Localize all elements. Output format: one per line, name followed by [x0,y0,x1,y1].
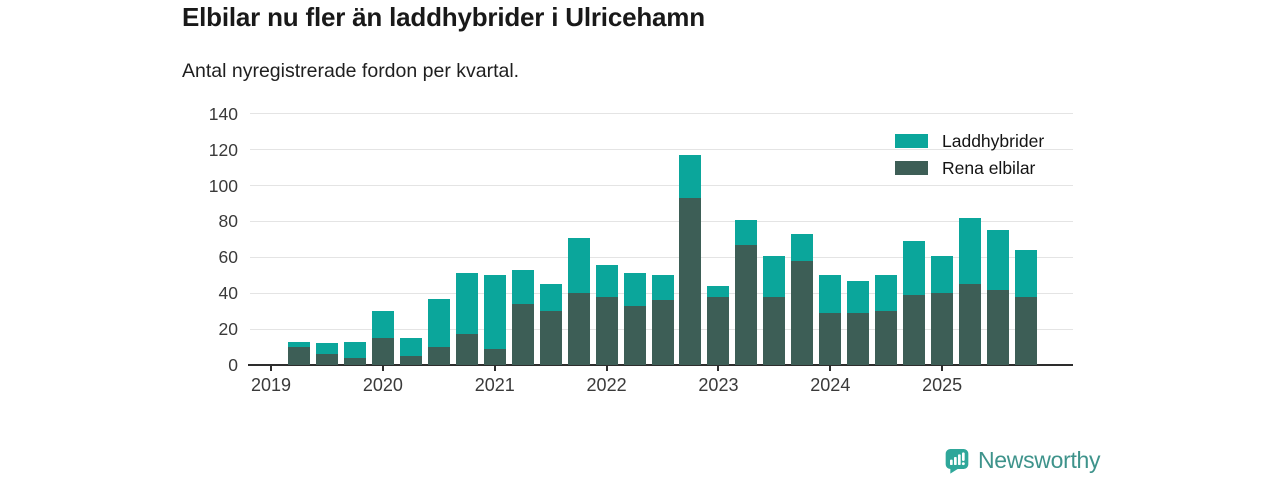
bar-2023-q2-rena-elbilar[interactable] [735,244,758,365]
legend-item-laddhybrider: Laddhybrider [895,132,1044,150]
x-axis-line [248,364,1073,366]
bar-2020-q4-rena-elbilar[interactable] [455,334,478,365]
newsworthy-logo-icon [945,448,969,474]
bar-2024-q2-rena-elbilar[interactable] [847,312,870,365]
bar-2025-q1-rena-elbilar[interactable] [931,293,954,365]
bar-2025-q4-rena-elbilar[interactable] [1015,296,1038,365]
bar-2021-q3-laddhybrider[interactable] [539,284,562,312]
bar-2024-q3-laddhybrider[interactable] [875,275,898,312]
bar-2021-q2-rena-elbilar[interactable] [511,303,534,365]
bar-2023-q3-laddhybrider[interactable] [763,255,786,297]
bar-2020-q2-rena-elbilar[interactable] [399,356,422,365]
bar-2025-q1-laddhybrider[interactable] [931,255,954,294]
bar-2021-q2-laddhybrider[interactable] [511,269,534,304]
bar-2025-q3-rena-elbilar[interactable] [987,289,1010,365]
bar-2020-q1-rena-elbilar[interactable] [371,338,394,365]
bar-2023-q3-rena-elbilar[interactable] [763,296,786,365]
bar-2025-q2-laddhybrider[interactable] [959,217,982,285]
x-axis-label-2021: 2021 [474,375,515,395]
legend-label-laddhybrider: Laddhybrider [942,131,1045,151]
legend-label-rena-elbilar: Rena elbilar [942,158,1036,178]
bar-2022-q4-rena-elbilar[interactable] [679,198,702,365]
bar-2024-q4-rena-elbilar[interactable] [903,295,926,365]
x-axis-tick-2022 [605,365,608,371]
newsworthy-brand-text: Newsworthy [978,447,1101,473]
bar-2024-q1-rena-elbilar[interactable] [819,312,842,365]
y-axis-label-20: 20 [218,319,238,340]
x-axis-tick-2019 [270,365,272,371]
bar-2021-q1-laddhybrider[interactable] [483,275,506,349]
y-axis-label-40: 40 [218,283,238,304]
gridline-140 [250,113,1073,115]
x-axis-tick-2023 [717,365,720,371]
bar-2021-q4-laddhybrider[interactable] [567,237,590,294]
bar-2019-q4-laddhybrider[interactable] [343,341,366,358]
legend-swatch-laddhybrider [895,134,928,148]
bar-2019-q3-rena-elbilar[interactable] [315,354,338,365]
y-axis-label-140: 140 [208,103,238,124]
bar-2019-q2-rena-elbilar[interactable] [287,347,310,365]
y-axis-label-120: 120 [208,139,238,160]
bar-2022-q1-rena-elbilar[interactable] [595,296,618,365]
bar-2020-q1-laddhybrider[interactable] [371,311,394,339]
bar-2023-q1-rena-elbilar[interactable] [707,296,730,365]
bar-2020-q2-laddhybrider[interactable] [399,338,422,357]
y-axis-label-100: 100 [208,175,238,196]
x-axis-tick-2024 [829,365,832,371]
legend: Laddhybrider Rena elbilar [895,132,1044,186]
bar-2021-q4-rena-elbilar[interactable] [567,293,590,365]
bar-2024-q1-laddhybrider[interactable] [819,275,842,313]
bar-2022-q4-laddhybrider[interactable] [679,155,702,199]
bar-2019-q3-laddhybrider[interactable] [315,343,338,355]
bar-2019-q2-laddhybrider[interactable] [287,341,310,348]
gridline-60 [250,256,1073,258]
y-axis-label-0: 0 [228,355,238,375]
bar-2021-q3-rena-elbilar[interactable] [539,311,562,365]
bar-2022-q1-laddhybrider[interactable] [595,264,618,297]
bar-2023-q4-laddhybrider[interactable] [791,233,814,261]
bar-2023-q4-rena-elbilar[interactable] [791,260,814,365]
bar-2025-q4-laddhybrider[interactable] [1015,250,1038,297]
x-axis-tick-2020 [381,365,384,371]
bar-2025-q2-rena-elbilar[interactable] [959,284,982,365]
bar-2021-q1-rena-elbilar[interactable] [483,348,506,365]
legend-item-rena-elbilar: Rena elbilar [895,159,1044,177]
bar-2022-q3-laddhybrider[interactable] [651,275,674,301]
x-axis-tick-2021 [493,365,496,371]
bar-2024-q4-laddhybrider[interactable] [903,241,926,295]
x-axis-label-2019: 2019 [250,375,292,395]
y-axis-label-80: 80 [218,211,238,232]
bar-2024-q3-rena-elbilar[interactable] [875,311,898,365]
x-axis-label-2022: 2022 [586,375,627,395]
bar-2022-q2-rena-elbilar[interactable] [623,305,646,365]
bar-2025-q3-laddhybrider[interactable] [987,230,1010,290]
gridline-80 [250,220,1073,222]
legend-swatch-rena-elbilar [895,161,928,175]
x-axis-label-2025: 2025 [922,375,963,395]
bar-2020-q4-laddhybrider[interactable] [455,273,478,335]
bar-2022-q3-rena-elbilar[interactable] [651,300,674,365]
bar-2019-q4-rena-elbilar[interactable] [343,357,366,365]
bar-2022-q2-laddhybrider[interactable] [623,273,646,306]
y-axis-label-60: 60 [218,247,238,268]
x-axis-label-2023: 2023 [698,375,739,395]
chart-subtitle: Antal nyregistrerade fordon per kvartal. [182,60,520,82]
x-axis-tick-2025 [941,365,944,371]
bar-2023-q1-laddhybrider[interactable] [707,286,730,297]
newsworthy-brand-link[interactable]: Newsworthy [945,447,1101,474]
bar-2024-q2-laddhybrider[interactable] [847,280,870,313]
bar-2023-q2-laddhybrider[interactable] [735,219,758,245]
x-axis-label-2020: 2020 [362,375,403,395]
gridline-120 [250,149,1073,151]
bar-2020-q3-laddhybrider[interactable] [427,298,450,348]
gridline-100 [250,185,1073,187]
chart-title: Elbilar nu fler än laddhybrider i Ulrice… [182,2,705,32]
x-axis-label-2024: 2024 [810,375,851,395]
bar-2020-q3-rena-elbilar[interactable] [427,347,450,365]
